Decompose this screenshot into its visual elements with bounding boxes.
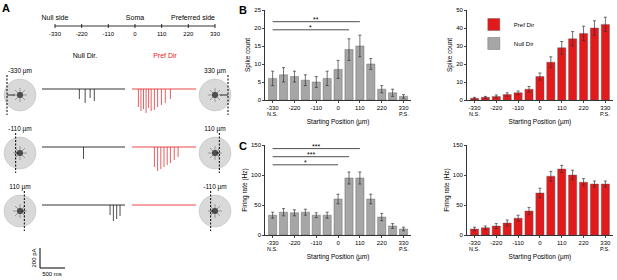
svg-text:0: 0 [459,97,463,103]
svg-text:Null Dir: Null Dir [514,41,534,47]
svg-text:-220: -220 [490,105,503,111]
svg-text:N.S.: N.S. [469,111,480,117]
svg-text:Null side: Null side [42,14,69,21]
svg-text:-330 µm: -330 µm [8,67,32,75]
svg-text:150: 150 [251,142,262,148]
svg-text:50: 50 [456,202,463,208]
svg-text:N.S.: N.S. [267,246,278,252]
svg-text:0: 0 [258,97,262,103]
svg-text:50: 50 [456,7,463,13]
svg-text:P.S.: P.S. [399,111,409,117]
svg-text:-220: -220 [288,240,301,246]
svg-text:-330: -330 [49,31,62,37]
svg-text:0: 0 [336,105,340,111]
svg-text:C: C [239,140,247,152]
svg-text:220: 220 [183,31,194,37]
svg-text:110: 110 [557,105,567,111]
svg-text:0: 0 [133,31,137,37]
svg-text:-110: -110 [512,105,524,111]
svg-text:10: 10 [254,61,261,67]
svg-text:110: 110 [355,240,365,246]
svg-text:N.S.: N.S. [469,246,480,252]
svg-text:Pref Dir: Pref Dir [514,22,534,28]
svg-text:330: 330 [399,105,410,111]
svg-text:Firing rate (Hz): Firing rate (Hz) [443,168,451,211]
svg-text:0: 0 [538,105,542,111]
svg-text:Starting Position (µm): Starting Position (µm) [509,118,572,126]
svg-text:-110: -110 [310,105,322,111]
svg-text:110: 110 [557,240,567,246]
svg-text:Starting Position (µm): Starting Position (µm) [307,253,370,261]
svg-text:110 µm: 110 µm [204,125,225,133]
svg-text:50: 50 [254,202,261,208]
svg-text:-110: -110 [310,240,322,246]
svg-text:330: 330 [210,31,221,37]
svg-text:***: *** [307,151,315,158]
svg-text:100: 100 [251,172,262,178]
svg-text:-110: -110 [512,240,524,246]
svg-text:100: 100 [453,172,464,178]
svg-text:P.S.: P.S. [600,111,610,117]
svg-text:330: 330 [399,240,410,246]
svg-text:Spike count: Spike count [244,38,252,72]
svg-text:25: 25 [254,7,261,13]
svg-text:500 ms: 500 ms [42,271,62,277]
svg-text:-220: -220 [76,31,89,37]
svg-text:220: 220 [377,240,388,246]
svg-text:-110 µm: -110 µm [8,125,32,133]
svg-text:Spike count: Spike count [446,38,454,72]
svg-text:150: 150 [453,142,464,148]
svg-text:P.S.: P.S. [399,246,409,252]
svg-text:-330: -330 [468,240,481,246]
svg-text:0: 0 [258,232,262,238]
svg-text:Starting Position (µm): Starting Position (µm) [307,118,370,126]
svg-text:-330: -330 [267,105,280,111]
svg-text:15: 15 [254,43,261,49]
svg-text:Starting Position (µm): Starting Position (µm) [509,253,572,261]
svg-text:Null Dir.: Null Dir. [73,52,98,59]
svg-text:A: A [2,2,10,14]
svg-text:*: * [304,159,307,166]
svg-text:5: 5 [258,79,262,85]
svg-text:***: *** [312,143,320,150]
svg-text:-330: -330 [267,240,280,246]
svg-text:-110: -110 [103,31,115,37]
svg-text:330: 330 [600,240,611,246]
svg-text:**: ** [313,16,319,23]
svg-text:10: 10 [456,79,463,85]
svg-text:-220: -220 [288,105,301,111]
svg-text:330: 330 [600,105,611,111]
svg-text:-330: -330 [468,105,481,111]
svg-text:220: 220 [579,240,590,246]
svg-text:220: 220 [377,105,388,111]
svg-text:0: 0 [459,232,463,238]
svg-text:-110 µm: -110 µm [203,183,227,191]
svg-text:B: B [239,4,247,16]
svg-text:330 µm: 330 µm [204,67,226,75]
svg-text:Firing rate (Hz): Firing rate (Hz) [241,168,249,211]
svg-text:40: 40 [456,25,463,31]
svg-text:Soma: Soma [126,14,144,21]
svg-text:110: 110 [157,31,167,37]
svg-text:*: * [309,24,312,31]
svg-text:Pref Dir: Pref Dir [153,52,177,59]
svg-text:-220: -220 [490,240,503,246]
svg-text:220: 220 [579,105,590,111]
svg-text:110: 110 [355,105,365,111]
svg-text:0: 0 [538,240,542,246]
svg-text:30: 30 [456,43,463,49]
svg-text:200 pA: 200 pA [31,248,37,267]
svg-text:P.S.: P.S. [600,246,610,252]
svg-text:20: 20 [254,25,261,31]
svg-text:110 µm: 110 µm [9,183,30,191]
svg-text:Preferred side: Preferred side [171,14,215,21]
svg-text:0: 0 [336,240,340,246]
svg-text:N.S.: N.S. [267,111,278,117]
svg-text:20: 20 [456,61,463,67]
